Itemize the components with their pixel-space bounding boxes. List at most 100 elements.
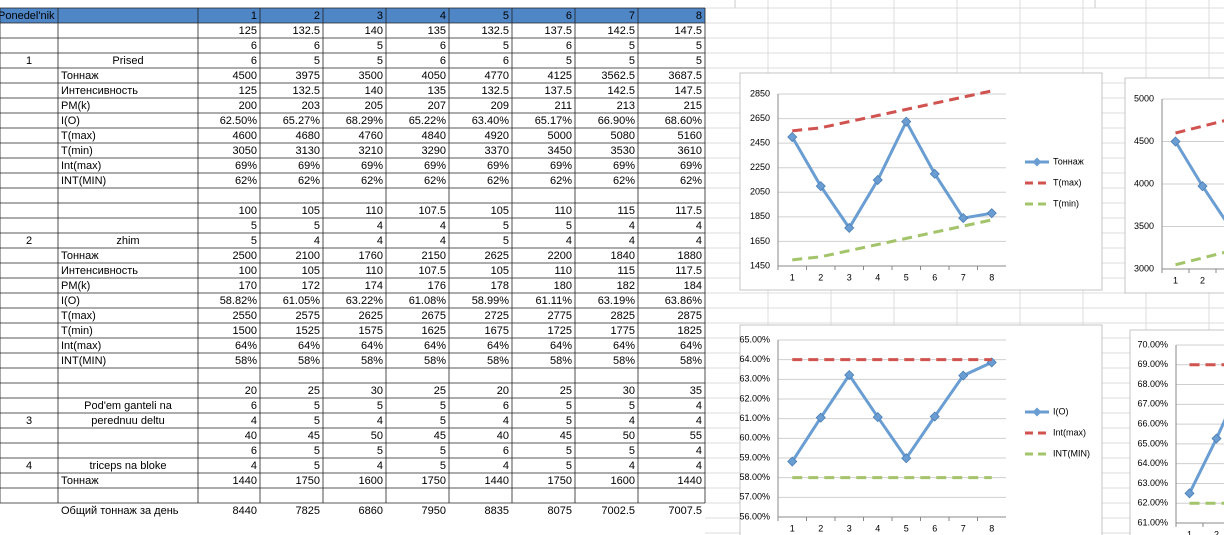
cell: 5: [696, 55, 702, 67]
cell: 6: [503, 445, 509, 457]
row-number: 4: [26, 460, 32, 472]
cell: 4770: [485, 70, 509, 82]
cell: 61.08%: [409, 295, 447, 307]
cell: 1750: [422, 475, 446, 487]
legend-marker: [1032, 407, 1042, 417]
header-fill: [0, 8, 705, 23]
cell: 117.5: [675, 265, 702, 277]
cell: 2200: [548, 250, 572, 262]
series-line: [790, 361, 993, 463]
x-tick-label: 6: [932, 272, 937, 282]
data-point: [872, 174, 883, 186]
chart-frame-edge: [734, 0, 1096, 9]
legend-label: T(min): [1053, 198, 1079, 208]
series-line: [790, 118, 993, 231]
cell: 5: [629, 445, 635, 457]
y-tick-label: 2050: [750, 187, 770, 197]
cell: 6860: [359, 505, 383, 517]
legend-marker: [1032, 157, 1042, 167]
cell: 68.60%: [665, 115, 703, 127]
cell: 2500: [233, 250, 257, 262]
cell: 6: [251, 40, 257, 52]
y-tick-label: 3500: [1134, 221, 1154, 231]
cell: 7950: [422, 505, 446, 517]
cell: 61.11%: [536, 295, 573, 307]
cell: 5: [314, 460, 320, 472]
cell: 35: [690, 385, 702, 397]
cell: 8075: [548, 505, 572, 517]
cell: 211: [554, 100, 572, 112]
row-label: T(max): [61, 310, 96, 322]
data-point: [1211, 433, 1222, 444]
cell: 63.22%: [346, 295, 384, 307]
cell: 20: [497, 385, 509, 397]
cell: 6: [503, 400, 509, 412]
cell: 100: [239, 265, 257, 277]
cell: 4: [503, 460, 509, 472]
cell: 5: [629, 55, 635, 67]
row-label: Интенсивность: [61, 85, 138, 97]
cell: 58%: [235, 355, 257, 367]
cell: 5: [566, 460, 572, 472]
cell: 2675: [422, 310, 446, 322]
cell: 6: [440, 40, 446, 52]
cell: 62%: [298, 175, 320, 187]
header-title: Ponedel'nik: [0, 10, 55, 22]
legend-label: INT(MIN): [1053, 448, 1090, 458]
cell: 1440: [485, 475, 509, 487]
cell: 115: [617, 205, 635, 217]
row-label: T(max): [61, 130, 96, 142]
cell: 176: [428, 280, 446, 292]
row-label: INT(MIN): [61, 175, 106, 187]
header-cell: 1: [251, 10, 257, 22]
cell: 117.5: [675, 205, 702, 217]
cell: 2100: [296, 250, 320, 262]
data-point: [1170, 136, 1181, 147]
cell: 1575: [359, 325, 383, 337]
cell: 100: [239, 205, 257, 217]
cell: 4: [314, 235, 320, 247]
cell: 5: [440, 460, 446, 472]
cell: 4: [377, 235, 383, 247]
y-tick-label: 58.00%: [739, 472, 770, 482]
row-number: 2: [26, 235, 32, 247]
cell: 58%: [613, 355, 635, 367]
cell: 5: [314, 415, 320, 427]
cell: 7007.5: [668, 505, 702, 517]
header-cell: 2: [314, 10, 320, 22]
cell: 147.5: [674, 25, 702, 37]
cell: 4500: [233, 70, 257, 82]
cell: 40: [245, 430, 257, 442]
y-tick-label: 61.00%: [1137, 517, 1168, 527]
cell: 64%: [361, 340, 383, 352]
y-tick-label: 1850: [750, 211, 770, 221]
row-label: Int(max): [61, 160, 101, 172]
y-tick-label: 61.00%: [739, 413, 770, 423]
cell: 5: [566, 400, 572, 412]
cell: 65.22%: [409, 115, 447, 127]
cell: 3370: [485, 145, 509, 157]
cell: 69%: [550, 160, 572, 172]
cell: 6: [251, 445, 257, 457]
cell: 4920: [485, 130, 509, 142]
legend-label: Int(max): [1053, 427, 1086, 437]
cell: 20: [245, 385, 257, 397]
cell: 3130: [296, 145, 320, 157]
series-line: [792, 218, 993, 262]
data-point: [844, 369, 855, 381]
exercise-name: Pod'em ganteli na: [84, 400, 173, 412]
x-tick-label: 4: [875, 272, 880, 282]
data-point: [1197, 181, 1208, 192]
cell: 205: [365, 100, 383, 112]
cell: 4: [629, 415, 635, 427]
cell: 64%: [550, 340, 572, 352]
cell: 5: [314, 445, 320, 457]
data-point: [929, 411, 940, 422]
y-tick-label: 5000: [1134, 93, 1154, 103]
data-point: [1184, 488, 1195, 499]
y-tick-label: 65.00%: [739, 334, 770, 344]
cell: 174: [365, 280, 383, 292]
cell: 58.82%: [220, 295, 258, 307]
header-cell: 6: [566, 10, 572, 22]
cell: 1760: [359, 250, 383, 262]
